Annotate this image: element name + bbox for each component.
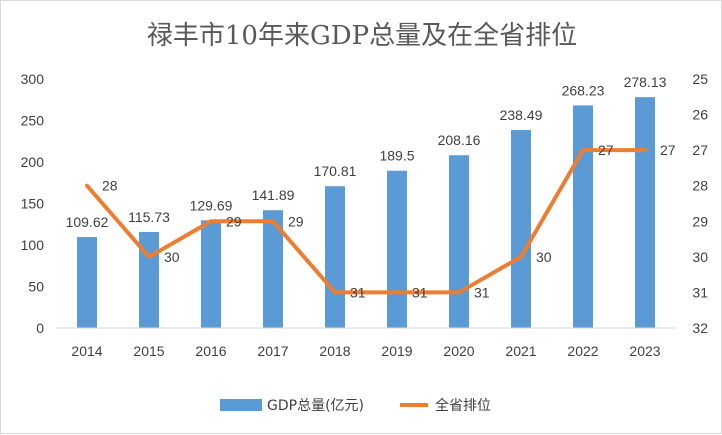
y-left-tick-label: 300: [21, 71, 45, 87]
y-right-tick-label: 31: [692, 284, 708, 300]
rank-data-label: 31: [474, 284, 490, 300]
x-tick-label: 2023: [629, 343, 660, 359]
bar: [635, 97, 655, 328]
x-tick-label: 2018: [319, 343, 350, 359]
bar-data-label: 278.13: [624, 74, 667, 90]
bar-data-label: 208.16: [438, 132, 481, 148]
legend-label-rank: 全省排位: [435, 397, 491, 414]
y-right-tick-label: 28: [692, 178, 708, 194]
y-right-tick-label: 26: [692, 107, 708, 123]
y-left-tick-label: 100: [21, 237, 45, 253]
rank-data-label: 30: [164, 249, 180, 265]
legend-swatch-gdp: [220, 399, 262, 411]
line-layer: [87, 150, 645, 292]
y-left-tick-label: 250: [21, 113, 45, 129]
y-right-tick-label: 32: [692, 320, 708, 336]
rank-line: [87, 150, 645, 292]
x-tick-label: 2021: [505, 343, 536, 359]
bar: [201, 220, 221, 328]
rank-data-label: 30: [536, 249, 552, 265]
rank-data-label: 28: [102, 178, 118, 194]
rank-data-label: 31: [412, 284, 428, 300]
bar-data-label: 189.5: [379, 148, 414, 164]
legend-label-gdp: GDP总量(亿元): [267, 398, 364, 414]
axes-layer: 0 50 100 150 200 250 300 25 26 27 28 29 30 31 32 2014 20…: [21, 71, 709, 359]
x-tick-label: 2019: [381, 343, 412, 359]
legend: GDP总量(亿元) 全省排位: [220, 397, 491, 414]
x-tick-label: 2015: [133, 343, 164, 359]
bar: [387, 171, 407, 328]
bar-data-label: 141.89: [252, 187, 295, 203]
bar: [77, 237, 97, 328]
y-right-tick-label: 30: [692, 249, 708, 265]
x-tick-label: 2016: [195, 343, 226, 359]
y-left-tick-label: 50: [28, 279, 44, 295]
bar-data-label: 109.62: [66, 214, 109, 230]
bar-data-label: 170.81: [314, 163, 357, 179]
y-right-tick-label: 29: [692, 213, 708, 229]
y-left-tick-label: 200: [21, 154, 45, 170]
bar: [511, 130, 531, 328]
y-left-tick-label: 0: [36, 320, 44, 336]
bar: [573, 105, 593, 328]
y-left-tick-label: 150: [21, 196, 45, 212]
rank-data-label: 29: [226, 213, 242, 229]
bar-data-label: 268.23: [562, 82, 605, 98]
bar: [325, 186, 345, 328]
x-tick-label: 2014: [71, 343, 102, 359]
bar-data-label: 115.73: [128, 209, 170, 225]
rank-data-label: 29: [288, 213, 304, 229]
rank-data-label: 31: [350, 284, 366, 300]
y-right-tick-label: 27: [692, 142, 708, 158]
y-right-tick-label: 25: [692, 71, 708, 87]
rank-data-label: 27: [598, 142, 614, 158]
x-tick-label: 2022: [567, 343, 598, 359]
bar: [449, 155, 469, 328]
rank-data-label: 27: [660, 142, 676, 158]
x-tick-label: 2020: [443, 343, 474, 359]
x-tick-label: 2017: [257, 343, 288, 359]
bar-data-label: 129.69: [190, 197, 233, 213]
chart-title: 禄丰市10年来GDP总量及在全省排位: [147, 21, 577, 51]
bar-data-label: 238.49: [500, 107, 543, 123]
